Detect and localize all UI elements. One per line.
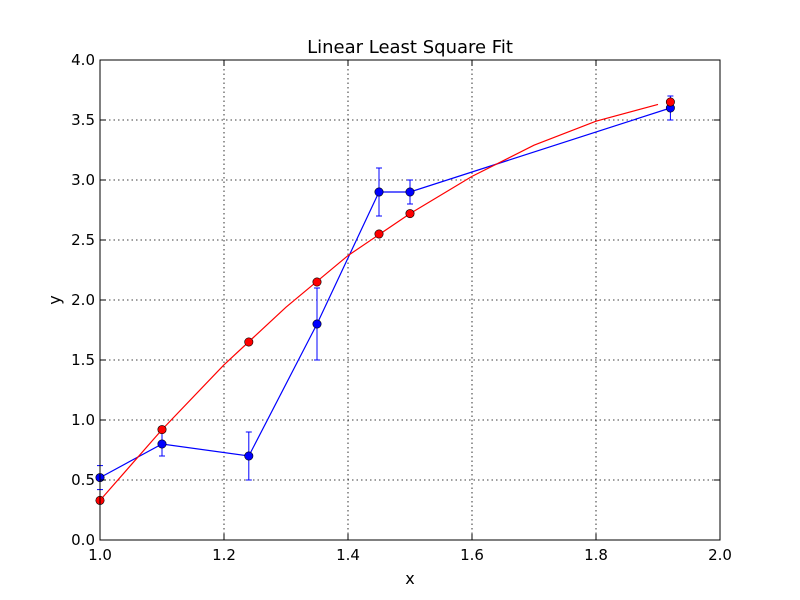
x-tick-label: 1.0 (88, 546, 112, 564)
y-tick-label: 2.5 (71, 231, 95, 249)
data-point (244, 451, 254, 461)
data-point (405, 187, 415, 197)
x-tick-label: 2.0 (708, 546, 732, 564)
y-tick-label: 4.0 (71, 51, 95, 69)
x-tick-label: 1.6 (460, 546, 484, 564)
y-tick-label: 3.0 (71, 171, 95, 189)
y-tick-label: 0.5 (71, 471, 95, 489)
x-axis-label: x (405, 569, 414, 588)
series-layer (95, 95, 675, 505)
x-tick-label: 1.2 (212, 546, 236, 564)
series-data (95, 95, 675, 491)
fit-point (157, 425, 167, 435)
grid-layer (100, 60, 720, 540)
fit-point (665, 97, 675, 107)
fit-point (312, 277, 322, 287)
x-tick-label: 1.8 (584, 546, 608, 564)
y-tick-label: 2.0 (71, 291, 95, 309)
fit-point (374, 229, 384, 239)
y-tick-label: 1.0 (71, 411, 95, 429)
fit-point (244, 337, 254, 347)
y-tick-label: 0.0 (71, 531, 95, 549)
y-axis-label: y (45, 295, 64, 304)
y-tick-label: 3.5 (71, 111, 95, 129)
fit-point (405, 209, 415, 219)
series-fit-at-data-x (95, 97, 675, 505)
x-tick-label: 1.4 (336, 546, 360, 564)
data-point (312, 319, 322, 329)
y-tick-label: 1.5 (71, 351, 95, 369)
data-point (157, 439, 167, 449)
chart-title: Linear Least Square Fit (307, 37, 513, 58)
plot-frame (99, 59, 721, 541)
data-point (374, 187, 384, 197)
